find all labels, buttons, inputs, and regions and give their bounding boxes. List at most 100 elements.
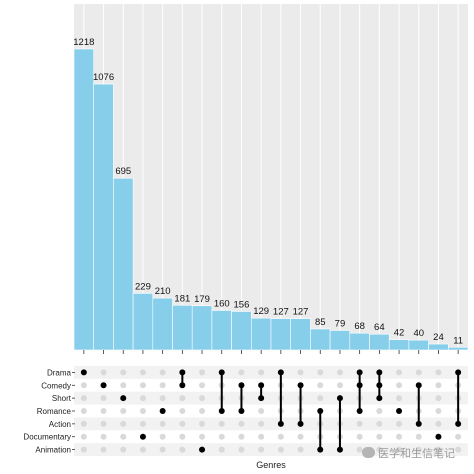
matrix-dot-inactive [376,408,383,414]
matrix-dot-inactive [396,446,403,453]
matrix-dot-inactive [376,446,383,453]
matrix-dot-inactive [238,369,245,376]
set-label: Documentary [23,433,71,442]
set-label: Drama [47,368,72,377]
matrix-row-band [74,391,468,405]
bar-value-label: 11 [453,335,463,346]
bar [349,332,370,351]
matrix-dot-inactive [199,433,206,440]
matrix-dot-inactive [199,395,206,402]
watermark-text: 医学和生信笔记 [378,447,455,460]
bar-value-label: 160 [214,298,230,309]
bar [388,339,410,351]
matrix-dot-inactive [80,382,87,389]
matrix-dot-active [100,382,107,389]
matrix-dot-inactive [336,382,343,389]
matrix-dot-inactive [376,433,383,440]
matrix-row-band [74,366,468,379]
set-label: Animation [35,446,71,455]
matrix-dot-inactive [396,395,403,402]
matrix-dot-inactive [179,420,186,427]
matrix-dot-inactive [159,382,166,389]
matrix-dot-inactive [435,382,442,389]
matrix-dot-inactive [159,446,166,453]
matrix-dot-inactive [376,420,383,427]
set-label: Short [52,394,72,403]
matrix-dot-inactive [199,420,206,427]
matrix-dot-inactive [258,420,265,427]
matrix-dot-inactive [100,446,107,453]
matrix-dot-inactive [159,369,166,376]
set-label: Action [49,420,71,429]
set-label: Comedy [41,381,71,390]
matrix-dot-inactive [218,433,225,440]
matrix-dot-inactive [139,446,146,453]
matrix-dot-inactive [100,433,107,440]
matrix-dot-inactive [297,446,304,453]
matrix-dot-active [159,408,166,414]
matrix-dot-inactive [415,433,422,440]
matrix-dot-inactive [258,369,265,376]
matrix-dot-inactive [258,446,265,453]
matrix-dot-inactive [179,446,186,453]
matrix-dot-inactive [179,408,186,414]
matrix-dot-inactive [139,420,146,427]
matrix-dot-inactive [415,369,422,376]
bar [310,328,331,351]
matrix-dot-inactive [317,369,324,376]
bar [428,343,449,351]
matrix-dot-inactive [277,446,284,453]
matrix-dot-active [396,408,403,414]
matrix-dot-inactive [336,369,343,376]
bar-value-label: 127 [273,307,289,318]
x-axis-title: Genres [256,460,286,470]
matrix-dot-inactive [277,433,284,440]
matrix-dot-inactive [120,369,127,376]
bar-value-label: 68 [354,321,365,332]
matrix-dot-inactive [258,408,265,414]
bar [231,311,252,351]
matrix-dot-inactive [139,395,146,402]
matrix-dot-inactive [258,433,265,440]
bar-value-label: 85 [315,317,326,328]
matrix-dot-inactive [317,395,324,402]
matrix-dot-inactive [159,395,166,402]
matrix-dot-inactive [356,446,363,453]
matrix-dot-active [435,433,442,440]
matrix-dot-inactive [356,433,363,440]
matrix-dot-inactive [120,446,127,453]
bar [270,318,292,351]
bar [408,339,429,351]
matrix-dot-inactive [396,382,403,389]
matrix-dot-inactive [120,433,127,440]
bar-value-label: 64 [374,322,385,333]
matrix-dot-inactive [455,433,462,440]
bar-value-label: 1076 [93,72,114,83]
bar-value-label: 24 [433,332,444,343]
matrix-dot-inactive [396,433,403,440]
matrix-dot-inactive [120,382,127,389]
bar-value-label: 42 [394,328,405,339]
matrix-dot-inactive [159,420,166,427]
bar [251,317,272,351]
matrix-dot-inactive [120,420,127,427]
matrix-dot-inactive [297,369,304,376]
matrix-dot-active [120,395,127,402]
bar-value-label: 210 [155,286,171,297]
bar [172,304,193,351]
matrix-dot-active [199,446,206,453]
matrix-dot-inactive [139,382,146,389]
matrix-dot-inactive [120,408,127,414]
matrix-dot-inactive [159,433,166,440]
matrix-dot-inactive [218,420,225,427]
bar-value-label: 695 [115,166,131,177]
matrix-dot-inactive [179,433,186,440]
watermark: 医学和生信笔记 [362,445,455,461]
bar-value-label: 229 [135,281,151,292]
matrix-dot-inactive [238,420,245,427]
matrix-row-band [74,417,468,431]
bar-value-label: 156 [234,299,250,310]
matrix-dot-inactive [435,408,442,414]
matrix-dot-inactive [100,369,107,376]
